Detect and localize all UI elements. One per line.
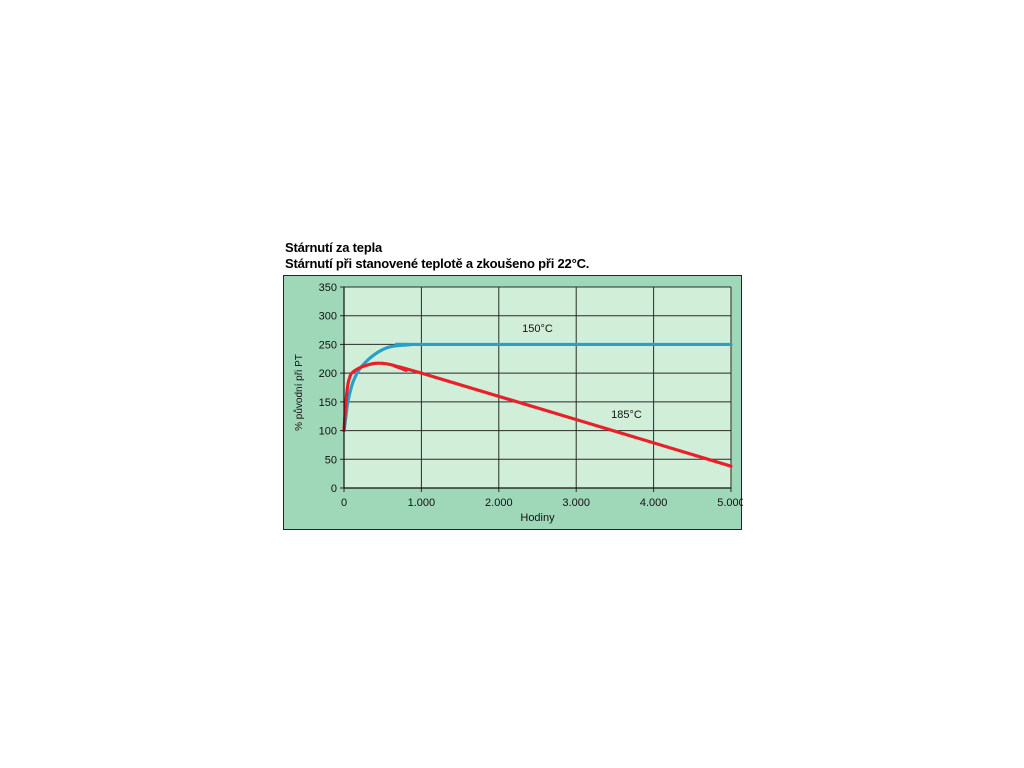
- x-tick-label: 3.000: [562, 497, 590, 509]
- series-group: [342, 342, 733, 468]
- y-tick-label: 50: [325, 454, 337, 466]
- x-axis-label: Hodiny: [520, 512, 555, 524]
- series-line-150c: [342, 342, 733, 433]
- series-line-185c: [342, 361, 733, 468]
- heat-aging-chart: 0 50 100 150 200 250 300 350 0 1.000 2.000 3.000 4.0…: [283, 275, 743, 530]
- y-tick-label: 0: [331, 483, 337, 495]
- annotations-group: 150°C 185°C: [522, 323, 642, 421]
- y-tick-label: 200: [319, 368, 337, 380]
- x-tick-label: 4.000: [640, 497, 668, 509]
- x-tick-label: 0: [341, 497, 347, 509]
- y-tick-label: 150: [319, 397, 337, 409]
- series-label-185c: 185°C: [611, 409, 642, 421]
- y-tick-label: 350: [319, 282, 337, 294]
- x-tick-label: 5.000: [717, 497, 743, 509]
- series-label-150c: 150°C: [522, 323, 553, 335]
- y-axis-label: % původní při PT: [293, 354, 305, 431]
- y-tick-label: 300: [319, 311, 337, 323]
- plot-area: [344, 287, 731, 488]
- ticks-group: 0 50 100 150 200 250 300 350 0 1.000 2.000 3.000 4.0…: [319, 282, 743, 509]
- chart-title-block: Stárnutí za tepla Stárnutí při stanovené…: [285, 240, 589, 272]
- chart-title: Stárnutí za tepla: [285, 240, 383, 255]
- chart-subtitle: Stárnutí při stanovené teplotě a zkoušen…: [285, 256, 590, 271]
- y-tick-label: 250: [319, 339, 337, 351]
- y-tick-label: 100: [319, 426, 337, 438]
- x-tick-label: 1.000: [408, 497, 436, 509]
- x-tick-label: 2.000: [485, 497, 513, 509]
